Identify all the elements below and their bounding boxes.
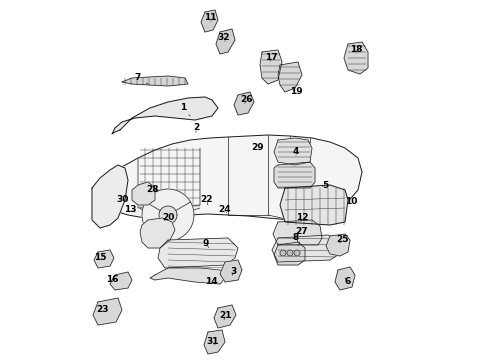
Text: 14: 14 (205, 278, 217, 287)
Polygon shape (95, 135, 362, 220)
Polygon shape (93, 298, 122, 325)
Text: 31: 31 (207, 337, 219, 346)
Text: 6: 6 (345, 278, 351, 287)
Text: 16: 16 (106, 275, 118, 284)
Text: 26: 26 (240, 95, 252, 104)
Polygon shape (110, 272, 132, 290)
Text: 5: 5 (322, 180, 328, 189)
Text: 27: 27 (295, 228, 308, 245)
Polygon shape (344, 42, 368, 74)
Polygon shape (216, 29, 235, 54)
Text: 25: 25 (336, 235, 348, 244)
Text: 18: 18 (350, 45, 362, 54)
Text: 17: 17 (265, 54, 277, 63)
Polygon shape (274, 138, 312, 165)
Polygon shape (112, 97, 218, 134)
Polygon shape (204, 330, 225, 354)
Text: 24: 24 (219, 206, 231, 215)
Polygon shape (214, 305, 236, 328)
Text: 11: 11 (204, 13, 216, 22)
Polygon shape (158, 238, 238, 268)
Polygon shape (234, 92, 254, 115)
Text: 23: 23 (96, 306, 108, 315)
Polygon shape (94, 250, 114, 268)
Polygon shape (326, 234, 350, 256)
Text: 32: 32 (218, 33, 230, 42)
Polygon shape (150, 268, 225, 284)
Polygon shape (220, 260, 242, 282)
Text: 7: 7 (135, 73, 148, 84)
Text: 20: 20 (162, 213, 174, 222)
Polygon shape (273, 220, 322, 245)
Text: 19: 19 (290, 87, 302, 96)
Text: 2: 2 (193, 123, 199, 132)
Text: 15: 15 (94, 253, 106, 262)
Polygon shape (335, 267, 355, 290)
Text: 10: 10 (345, 198, 357, 207)
Text: 22: 22 (200, 195, 212, 205)
Text: 1: 1 (180, 104, 190, 116)
Text: 9: 9 (203, 238, 209, 248)
Polygon shape (159, 206, 177, 224)
Text: 29: 29 (252, 144, 264, 153)
Polygon shape (274, 242, 305, 265)
Polygon shape (142, 189, 194, 241)
Polygon shape (272, 235, 338, 262)
Polygon shape (132, 182, 155, 205)
Polygon shape (92, 165, 128, 228)
Polygon shape (274, 162, 315, 188)
Text: 3: 3 (230, 266, 236, 275)
Circle shape (294, 250, 300, 256)
Text: 12: 12 (296, 213, 308, 222)
Text: 21: 21 (219, 310, 231, 320)
Polygon shape (260, 50, 282, 84)
Text: 4: 4 (293, 148, 299, 157)
Circle shape (280, 250, 286, 256)
Polygon shape (201, 10, 218, 32)
Polygon shape (140, 218, 175, 248)
Polygon shape (122, 76, 188, 86)
Text: 30: 30 (117, 195, 129, 204)
Circle shape (287, 250, 293, 256)
Text: 8: 8 (293, 233, 299, 242)
Polygon shape (280, 185, 348, 225)
Text: 28: 28 (146, 185, 158, 194)
Polygon shape (278, 62, 302, 92)
Text: 13: 13 (124, 206, 136, 215)
